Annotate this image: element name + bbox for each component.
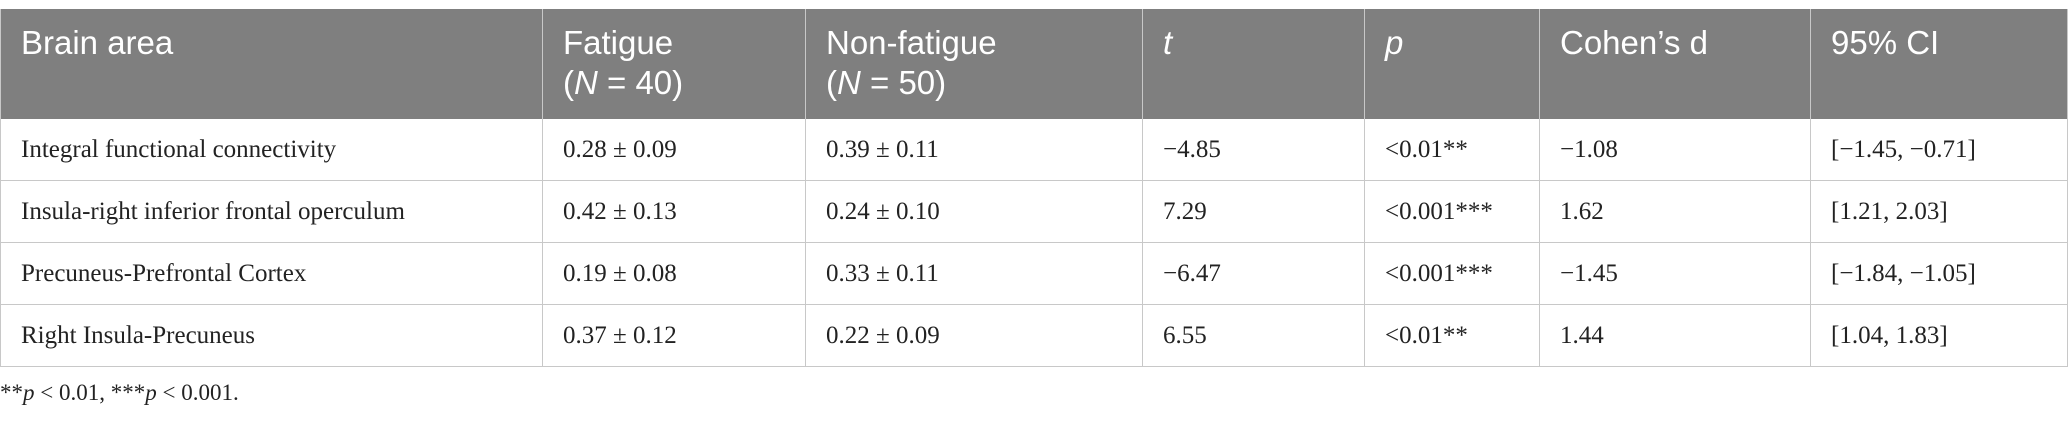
- body-cell: 0.33 ± 0.11: [806, 243, 1143, 305]
- body-cell: −6.47: [1143, 243, 1365, 305]
- text: Brain area: [21, 24, 174, 61]
- body-cell: <0.01**: [1365, 119, 1540, 181]
- text: 1.62: [1560, 198, 1604, 225]
- text: −6.47: [1163, 260, 1221, 287]
- body-cell: Right Insula-Precuneus: [0, 305, 543, 367]
- text: Right Insula-Precuneus: [21, 322, 255, 349]
- text: [1.04, 1.83]: [1831, 322, 1948, 349]
- text: Fatigue: [563, 24, 674, 61]
- body-cell: Integral functional connectivity: [0, 119, 543, 181]
- body-cell: 1.44: [1540, 305, 1811, 367]
- text: 1.44: [1560, 322, 1604, 349]
- text: 0.28 ± 0.09: [563, 136, 677, 163]
- body-cell: −4.85: [1143, 119, 1365, 181]
- text: p: [145, 380, 157, 405]
- header-cell: Non-fatigue (N = 50): [806, 9, 1143, 119]
- header-cell: Cohen’s d: [1540, 9, 1811, 119]
- body-cell: 0.42 ± 0.13: [543, 181, 806, 243]
- text: 6.55: [1163, 322, 1207, 349]
- text: t: [1163, 24, 1173, 61]
- text: [−1.84, −1.05]: [1831, 260, 1976, 287]
- body-cell: −1.08: [1540, 119, 1811, 181]
- text: **: [0, 380, 23, 405]
- body-cell: [1.04, 1.83]: [1811, 305, 2068, 367]
- text: (: [826, 64, 837, 101]
- text: p: [23, 380, 35, 405]
- body-cell: 6.55: [1143, 305, 1365, 367]
- text: Integral functional connectivity: [21, 136, 337, 163]
- body-cell: Precuneus-Prefrontal Cortex: [0, 243, 543, 305]
- body-cell: −1.45: [1540, 243, 1811, 305]
- text: Precuneus-Prefrontal Cortex: [21, 260, 307, 287]
- body-cell: 1.62: [1540, 181, 1811, 243]
- body-cell: <0.01**: [1365, 305, 1540, 367]
- text: Non-fatigue: [826, 24, 997, 61]
- header-cell: Fatigue (N = 40): [543, 9, 806, 119]
- text: (: [563, 64, 574, 101]
- text: 0.24 ± 0.10: [826, 198, 940, 225]
- text: −1.45: [1560, 260, 1618, 287]
- header-cell: t: [1143, 9, 1365, 119]
- text: = 50): [860, 64, 947, 101]
- text: 0.37 ± 0.12: [563, 322, 677, 349]
- text: <0.01**: [1385, 322, 1468, 349]
- text: 0.19 ± 0.08: [563, 260, 677, 287]
- text: 7.29: [1163, 198, 1207, 225]
- text: 0.39 ± 0.11: [826, 136, 939, 163]
- body-cell: 0.28 ± 0.09: [543, 119, 806, 181]
- text: −4.85: [1163, 136, 1221, 163]
- body-cell: 0.24 ± 0.10: [806, 181, 1143, 243]
- body-cell: [−1.45, −0.71]: [1811, 119, 2068, 181]
- text: < 0.001.: [156, 380, 239, 405]
- body-cell: <0.001***: [1365, 181, 1540, 243]
- body-cell: 0.19 ± 0.08: [543, 243, 806, 305]
- text: −1.08: [1560, 136, 1618, 163]
- text: N: [574, 64, 598, 101]
- text: Cohen’s d: [1560, 24, 1709, 61]
- text: Insula-right inferior frontal operculum: [21, 198, 405, 225]
- text: <0.01**: [1385, 136, 1468, 163]
- text: [1.21, 2.03]: [1831, 198, 1948, 225]
- header-cell: p: [1365, 9, 1540, 119]
- body-cell: <0.001***: [1365, 243, 1540, 305]
- text: <0.001***: [1385, 260, 1493, 287]
- body-cell: 0.39 ± 0.11: [806, 119, 1143, 181]
- text: 95% CI: [1831, 24, 1940, 61]
- text: N: [837, 64, 861, 101]
- text: p: [1385, 24, 1404, 61]
- header-cell: Brain area: [0, 9, 543, 119]
- body-cell: 0.22 ± 0.09: [806, 305, 1143, 367]
- body-cell: [−1.84, −1.05]: [1811, 243, 2068, 305]
- text: < 0.01, ***: [34, 380, 146, 405]
- text: [−1.45, −0.71]: [1831, 136, 1976, 163]
- footnote: **p < 0.01, ***p < 0.001.: [0, 380, 239, 406]
- text: = 40): [597, 64, 684, 101]
- body-cell: 7.29: [1143, 181, 1365, 243]
- text: 0.33 ± 0.11: [826, 260, 939, 287]
- text: <0.001***: [1385, 198, 1493, 225]
- header-cell: 95% CI: [1811, 9, 2068, 119]
- body-cell: Insula-right inferior frontal operculum: [0, 181, 543, 243]
- body-cell: 0.37 ± 0.12: [543, 305, 806, 367]
- body-cell: [1.21, 2.03]: [1811, 181, 2068, 243]
- text: 0.22 ± 0.09: [826, 322, 940, 349]
- text: 0.42 ± 0.13: [563, 198, 677, 225]
